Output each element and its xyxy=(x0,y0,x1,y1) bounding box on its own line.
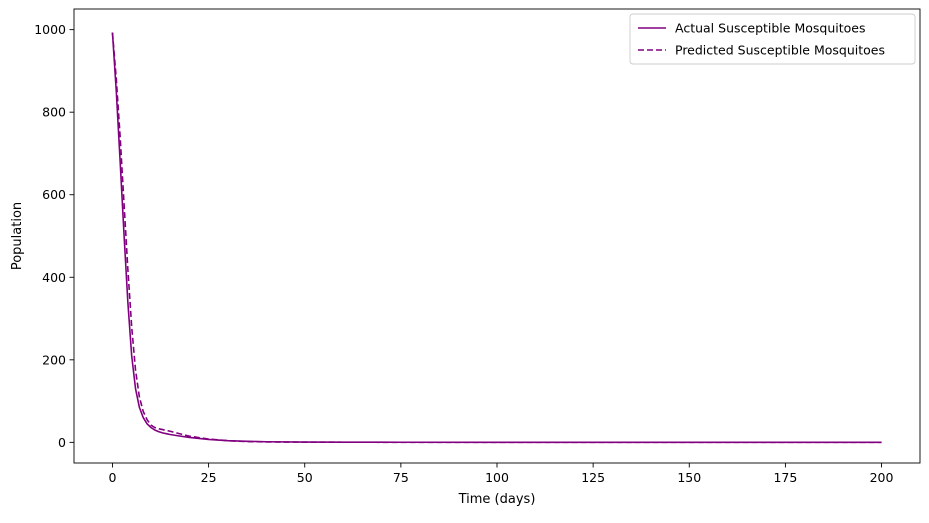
x-tick-label: 25 xyxy=(201,470,217,485)
y-tick-label: 0 xyxy=(58,435,66,450)
series-line-predicted xyxy=(111,32,882,444)
x-tick-label: 125 xyxy=(581,470,605,485)
y-tick-label: 600 xyxy=(42,187,66,202)
y-axis-label: Population xyxy=(10,202,25,270)
x-tick-label: 50 xyxy=(297,470,313,485)
x-axis-label: Time (days) xyxy=(458,492,536,507)
legend-label-actual: Actual Susceptible Mosquitoes xyxy=(675,21,865,36)
x-tick-label: 150 xyxy=(677,470,701,485)
series-layer xyxy=(111,32,882,444)
x-tick-label: 200 xyxy=(870,470,894,485)
y-axis-ticks: 0 200 400 600 800 1000 xyxy=(34,22,74,450)
x-tick-label: 0 xyxy=(108,470,116,485)
y-tick-label: 1000 xyxy=(34,22,66,37)
legend-label-predicted: Predicted Susceptible Mosquitoes xyxy=(675,43,885,58)
x-tick-label: 100 xyxy=(485,470,509,485)
y-tick-label: 200 xyxy=(42,352,66,367)
legend-box xyxy=(629,13,916,65)
x-tick-label: 75 xyxy=(393,470,409,485)
y-tick-label: 400 xyxy=(42,270,66,285)
axes-frame xyxy=(73,8,921,464)
series-line-actual xyxy=(111,32,882,444)
y-tick-label: 800 xyxy=(42,105,66,120)
x-axis-ticks: 0 25 50 75 100 125 150 175 200 xyxy=(108,463,894,485)
x-tick-label: 175 xyxy=(773,470,797,485)
legend: Actual Susceptible Mosquitoes Predicted … xyxy=(629,13,916,65)
